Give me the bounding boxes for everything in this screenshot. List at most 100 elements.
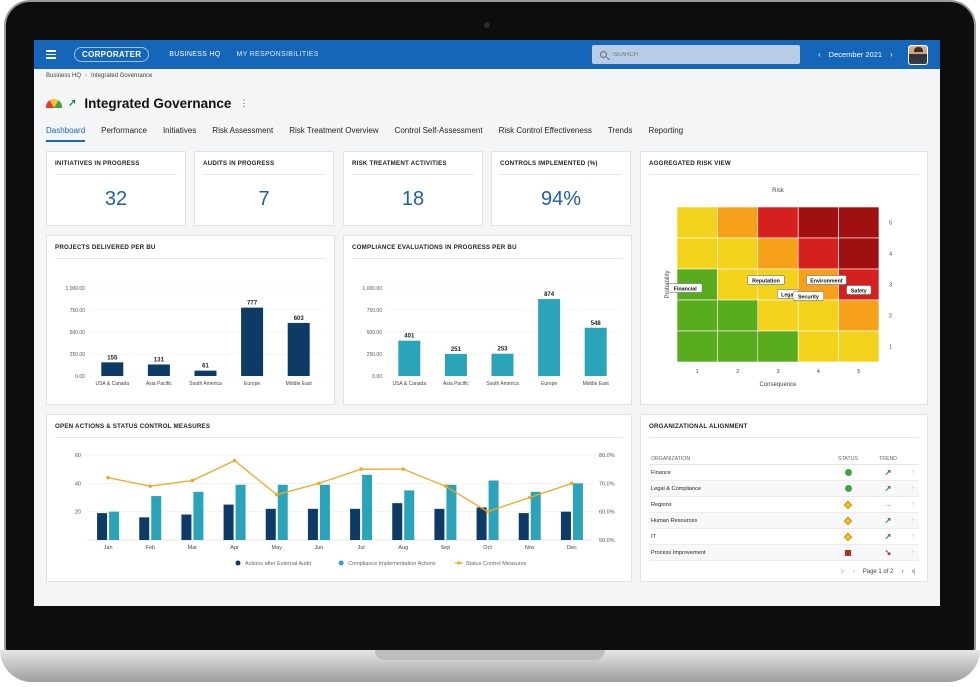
tab-control-self-assessment[interactable]: Control Self-Assessment [394,126,483,135]
heatmap-cell [757,299,799,332]
bar [538,299,561,376]
tab-initiatives[interactable]: Initiatives [162,126,197,135]
x-tick-label: Feb [146,545,155,551]
prev-page-icon[interactable]: ‹ [852,569,855,575]
table-header: ORGANIZATION STATUS TREND [649,453,919,465]
heatmap-cell [717,299,759,332]
y-tick-label: 0.00 [372,374,382,380]
y-tick-label: 750.00 [367,308,383,314]
y-tick-label: 500.00 [70,330,86,336]
data-label: 253 [497,347,508,353]
y-tick-label: 1 [889,345,892,351]
tab-trends[interactable]: Trends [607,126,633,135]
heatmap-cell [797,330,839,363]
bar [476,507,487,540]
title-row: ↗ Integrated Governance ⋮ [46,96,248,111]
bar [398,340,421,376]
tab-bar: Dashboard Performance Initiatives Risk A… [46,126,699,142]
kpi-card-controls[interactable]: CONTROLS IMPLEMENTED (%) 94% [491,151,631,226]
bar [287,322,310,376]
app-screen: CORPORATER BUSINESS HQ MY RESPONSIBILITI… [34,40,940,606]
x-tick-label: Europe [541,381,557,387]
kpi-value: 32 [104,188,128,210]
bar [572,483,583,540]
x-tick-label: USA & Canada [95,381,129,387]
chart-title: COMPLIANCE EVALUATIONS IN PROGRESS PER B… [352,244,623,259]
status-cell [827,549,869,556]
breadcrumb-separator-icon: › [85,73,88,79]
line-point [401,467,406,471]
search-input[interactable] [613,51,783,58]
tab-risk-control-effectiveness[interactable]: Risk Control Effectiveness [498,126,592,135]
nav-business-hq[interactable]: BUSINESS HQ [169,51,221,58]
heatmap-cell [717,237,759,270]
first-page-icon[interactable]: |‹ [841,569,845,575]
org-name: Legal & Compliance [651,485,702,492]
row-menu-icon[interactable]: ⋮ [910,501,916,508]
heatmap-cell [757,237,799,270]
status-circle-icon [844,469,852,476]
kpi-label: RISK TREATMENT ACTIVITIES [352,160,474,175]
kpi-card-initiatives[interactable]: INITIATIVES IN PROGRESS 32 [46,151,186,226]
table-row[interactable]: Process Improvement ↘ ⋮ [649,545,919,561]
bar [235,484,246,540]
more-options-icon[interactable]: ⋮ [239,98,249,108]
chevron-right-icon[interactable]: › [890,50,893,59]
data-label: 777 [247,301,258,307]
y-tick-label: 4 [889,252,892,258]
next-page-icon[interactable]: › [901,569,904,575]
row-menu-icon[interactable]: ⋮ [910,549,916,556]
row-menu-icon[interactable]: ⋮ [910,533,916,540]
table-row[interactable]: Regions → ⋮ [649,497,919,513]
data-label: 548 [591,321,602,327]
kpi-value: 7 [258,188,270,210]
tab-dashboard[interactable]: Dashboard [46,126,86,142]
nav-my-responsibilities[interactable]: MY RESPONSIBILITIES [236,51,319,58]
kpi-card-audits[interactable]: AUDITS IN PROGRESS 7 [194,151,334,226]
heatmap-cell [797,206,839,239]
heatmap-cell [797,299,839,332]
period-label[interactable]: December 2021 [828,50,883,59]
data-label: 155 [107,355,118,361]
x-tick-label: Middle East [286,381,313,387]
kpi-card-risk-treatment[interactable]: RISK TREATMENT ACTIVITIES 18 [343,151,483,226]
tab-risk-assessment[interactable]: Risk Assessment [212,126,274,135]
org-name: IT [651,533,656,540]
y2-tick-label: 70.0% [599,481,615,487]
search-box[interactable] [592,45,800,64]
line-point [190,478,195,483]
risk-label: Financial [674,287,697,293]
chevron-left-icon[interactable]: ‹ [818,50,821,59]
bar [491,353,514,376]
user-avatar[interactable] [908,45,928,65]
y-tick-label: 0.00 [75,374,85,380]
bar [101,362,124,376]
bar [265,508,276,540]
tab-risk-treatment-overview[interactable]: Risk Treatment Overview [289,126,379,135]
table-row[interactable]: Human Resources ↗ ⋮ [649,513,919,529]
heatmap-cell [838,330,880,363]
table-row[interactable]: Legal & Compliance ↗ ⋮ [649,481,919,497]
app-logo[interactable]: CORPORATER [74,47,150,62]
menu-icon[interactable] [46,50,56,59]
y-tick-label: 40 [75,481,81,487]
last-page-icon[interactable]: ›| [911,569,915,575]
tab-reporting[interactable]: Reporting [648,126,684,135]
row-menu-icon[interactable]: ⋮ [910,469,916,476]
compliance-bar-chart: 0.00 250.00 500.00 750.00 1,000.00 401 USA & C… [363,286,619,387]
data-label: 251 [451,347,462,353]
x-tick-label: Oct [483,545,492,551]
heatmap-cell [797,237,839,270]
row-menu-icon[interactable]: ⋮ [910,517,916,524]
bar [109,511,120,540]
x-tick-label: South America [486,381,519,387]
table-row[interactable]: Finance ↗ ⋮ [649,465,919,481]
line-point [443,484,448,488]
row-menu-icon[interactable]: ⋮ [910,485,916,492]
table-row[interactable]: IT ↗ ⋮ [649,529,919,545]
y-tick-label: 60 [75,453,81,459]
x-tick-label: May [272,545,283,551]
breadcrumb-business-hq[interactable]: Business HQ [46,73,82,79]
legend-swatch [235,560,241,566]
tab-performance[interactable]: Performance [101,126,147,135]
